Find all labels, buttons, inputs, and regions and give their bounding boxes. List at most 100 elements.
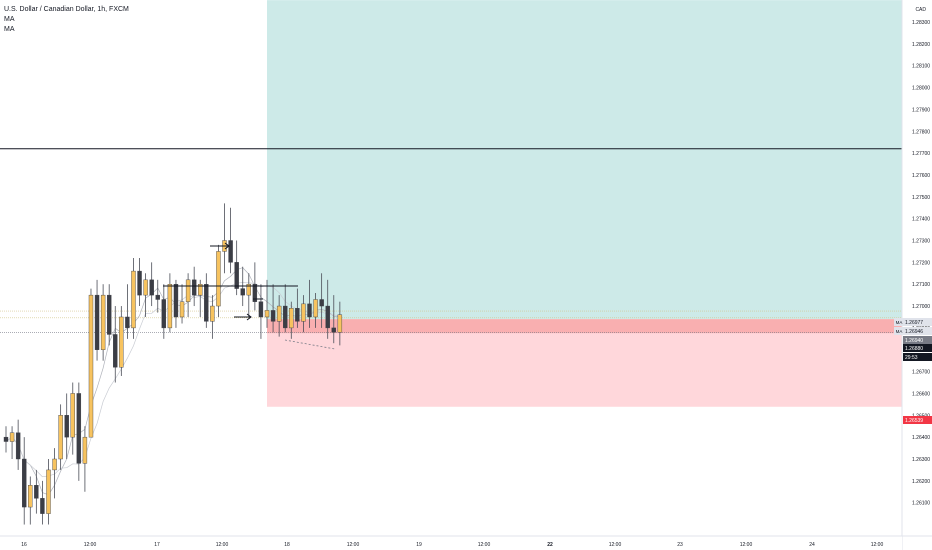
time-tick-label: 24 bbox=[809, 542, 815, 548]
price-tick-label: 1.28300 bbox=[912, 20, 930, 26]
price-label: 1.26539 bbox=[903, 416, 932, 424]
loss-zone[interactable] bbox=[267, 319, 902, 407]
price-tick-label: 1.26200 bbox=[912, 479, 930, 485]
time-tick-label: 12:00 bbox=[609, 542, 622, 548]
profit-zone[interactable] bbox=[267, 0, 902, 320]
price-label: MA 1.26977 bbox=[894, 318, 932, 326]
candle-body[interactable] bbox=[191, 279, 197, 296]
forecast-dashed-line[interactable] bbox=[284, 339, 336, 350]
candle-body[interactable] bbox=[270, 310, 276, 322]
candle-body[interactable] bbox=[313, 299, 318, 318]
candle-body[interactable] bbox=[198, 284, 203, 296]
candle-body[interactable] bbox=[283, 305, 288, 329]
price-tick-label: 1.28100 bbox=[912, 64, 930, 70]
candle-body[interactable] bbox=[173, 284, 179, 318]
candle-body[interactable] bbox=[276, 305, 282, 322]
symbol-title[interactable]: U.S. Dollar / Canadian Dollar, 1h, FXCM bbox=[4, 6, 129, 13]
candle-body[interactable] bbox=[119, 316, 124, 368]
price-label: 1.26940 bbox=[903, 336, 932, 344]
price-tick-label: 1.27400 bbox=[912, 217, 930, 223]
candle-body[interactable] bbox=[131, 270, 136, 329]
candle-body[interactable] bbox=[258, 301, 264, 318]
candle-body[interactable] bbox=[22, 458, 27, 508]
candle-body[interactable] bbox=[179, 301, 185, 318]
price-axis[interactable]: CAD 1.28300 1.28200 1.28100 1.28000 1.27900 1… bbox=[894, 0, 932, 550]
candle-body[interactable] bbox=[264, 310, 270, 318]
price-label-value: 1.26880 bbox=[905, 346, 923, 352]
candle-body[interactable] bbox=[3, 436, 9, 442]
candle-body[interactable] bbox=[28, 485, 33, 508]
price-label: 29:53 bbox=[903, 353, 932, 361]
price-tick-label: 1.26400 bbox=[912, 435, 930, 441]
candle-body[interactable] bbox=[58, 415, 63, 460]
candle-body[interactable] bbox=[52, 458, 57, 471]
candle-body[interactable] bbox=[295, 308, 300, 322]
candle-body[interactable] bbox=[234, 262, 239, 289]
price-tick-label: 1.27700 bbox=[912, 151, 930, 157]
price-label-value: 1.26539 bbox=[905, 418, 923, 424]
candle-body[interactable] bbox=[331, 327, 336, 333]
candle-body[interactable] bbox=[185, 279, 191, 302]
candle-body[interactable] bbox=[125, 316, 130, 329]
candle-body[interactable] bbox=[210, 305, 215, 322]
candle-body[interactable] bbox=[319, 299, 324, 307]
candle-body[interactable] bbox=[216, 251, 221, 307]
candle-body[interactable] bbox=[100, 294, 106, 350]
price-tick-label: 1.26100 bbox=[912, 501, 930, 507]
ma-indicator-1[interactable]: MA bbox=[4, 16, 15, 23]
candle-body[interactable] bbox=[167, 284, 173, 329]
candle-body[interactable] bbox=[325, 305, 330, 329]
candle-body[interactable] bbox=[9, 432, 15, 442]
price-label: 1.26880 bbox=[903, 344, 932, 352]
candle-body[interactable] bbox=[15, 432, 21, 460]
time-axis[interactable]: 16 12:00 17 12:00 18 12:00 19 12:00 22 12:00 23 12:… bbox=[0, 535, 932, 550]
candle-body[interactable] bbox=[40, 498, 45, 514]
price-tick-label: 1.26700 bbox=[912, 370, 930, 376]
candle-body[interactable] bbox=[76, 393, 82, 464]
candle-body[interactable] bbox=[204, 284, 209, 322]
price-tick-label: 1.27300 bbox=[912, 239, 930, 245]
candle-body[interactable] bbox=[82, 436, 88, 464]
candle-body[interactable] bbox=[149, 279, 154, 296]
candle-body[interactable] bbox=[143, 279, 148, 296]
price-tick-label: 1.27200 bbox=[912, 260, 930, 266]
candle-body[interactable] bbox=[161, 299, 167, 329]
price-tick-label: 1.28200 bbox=[912, 42, 930, 48]
candle-body[interactable] bbox=[307, 303, 312, 318]
candle-body[interactable] bbox=[301, 303, 306, 322]
candle-body[interactable] bbox=[113, 334, 118, 368]
price-tick-label: 1.27100 bbox=[912, 282, 930, 288]
candle-body[interactable] bbox=[228, 240, 233, 263]
price-label: MA 1.26946 bbox=[894, 327, 932, 335]
candle-body[interactable] bbox=[252, 284, 258, 302]
price-tick-label: 1.26300 bbox=[912, 457, 930, 463]
time-tick-label: 23 bbox=[677, 542, 683, 548]
price-tick-label: 1.27000 bbox=[912, 304, 930, 310]
ma-indicator-2[interactable]: MA bbox=[4, 26, 15, 33]
candle-body[interactable] bbox=[337, 314, 343, 333]
candle-body[interactable] bbox=[34, 485, 39, 499]
candle-body[interactable] bbox=[46, 469, 51, 514]
candle-body[interactable] bbox=[137, 270, 142, 296]
candle-body[interactable] bbox=[240, 288, 245, 296]
price-label-tag: MA bbox=[896, 329, 903, 334]
ma-line-2 bbox=[5, 282, 340, 478]
candle-body[interactable] bbox=[88, 294, 94, 438]
dotted-price-lines bbox=[0, 310, 902, 333]
candle-body[interactable] bbox=[155, 294, 160, 300]
candle-body[interactable] bbox=[106, 294, 112, 335]
candle-body[interactable] bbox=[70, 393, 75, 438]
time-tick-label: 12:00 bbox=[740, 542, 753, 548]
candle-body[interactable] bbox=[64, 415, 69, 438]
candle-body[interactable] bbox=[289, 308, 294, 329]
time-tick-label: 12:00 bbox=[84, 542, 97, 548]
drawings bbox=[163, 242, 336, 350]
price-label-tag: MA bbox=[896, 320, 903, 325]
time-tick-label: 12:00 bbox=[347, 542, 360, 548]
price-label-value: 1.26977 bbox=[905, 320, 923, 326]
candle-body[interactable] bbox=[246, 284, 252, 296]
candle-body[interactable] bbox=[94, 294, 100, 350]
time-tick-label: 12:00 bbox=[871, 542, 884, 548]
price-label-value: 1.26946 bbox=[905, 329, 923, 335]
